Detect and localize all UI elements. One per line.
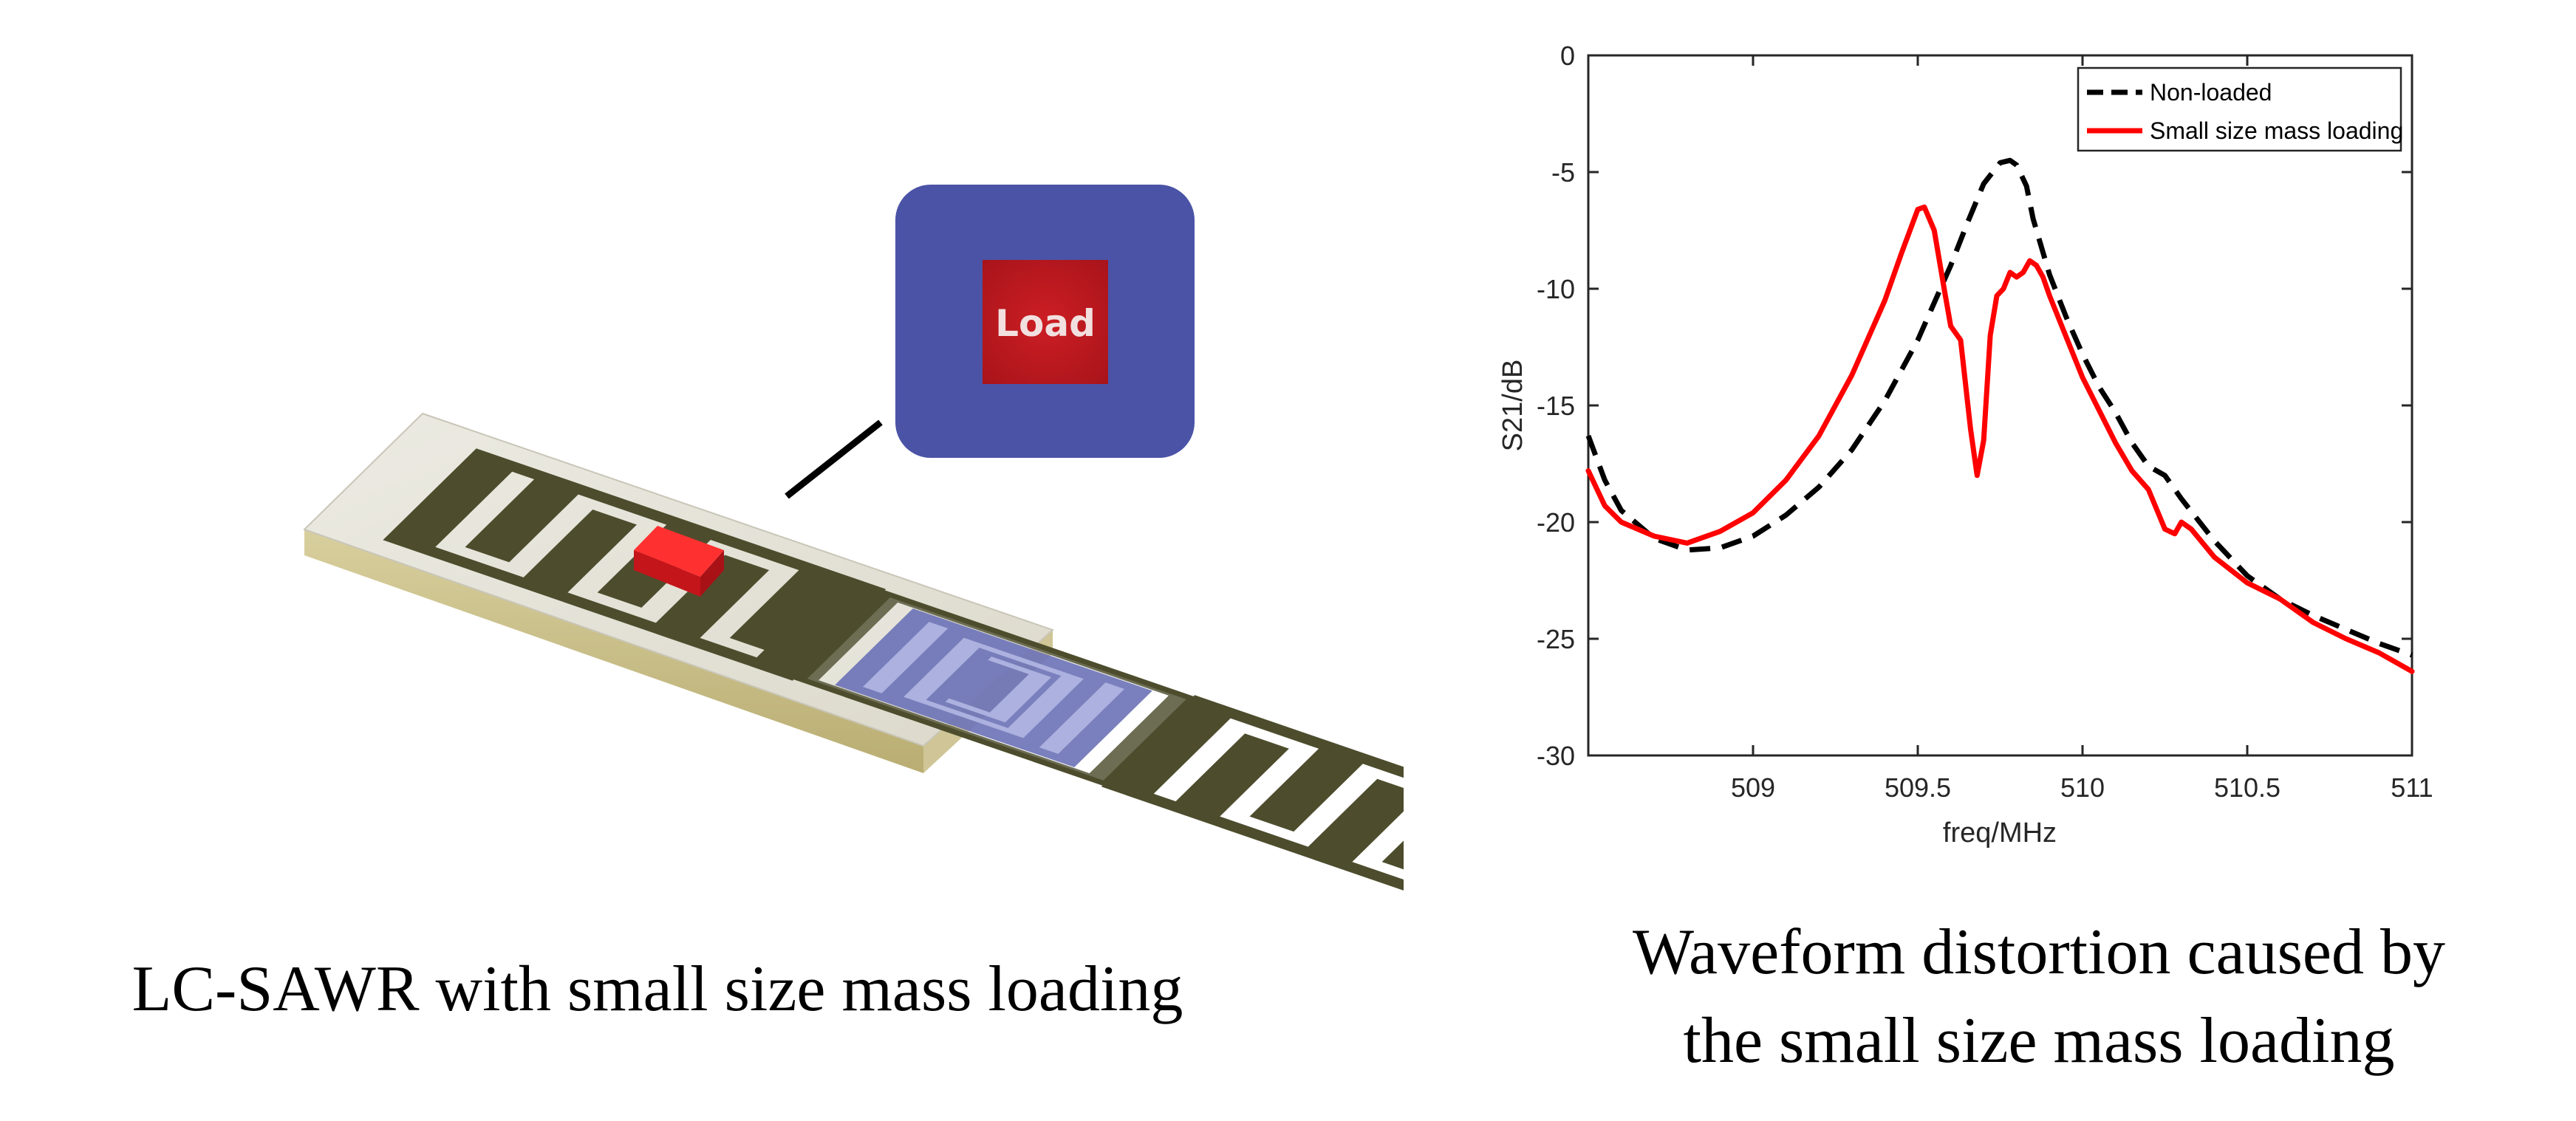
legend-label-non-loaded: Non-loaded — [2150, 79, 2272, 106]
s21-frequency-chart: 0 -5 -10 -15 -20 -25 -30 509 509.5 510 510.5 511 f… — [1404, 0, 2576, 923]
y-tick-label: -10 — [1537, 274, 1575, 304]
y-tick-label: -30 — [1537, 741, 1575, 771]
load-label: Load — [995, 302, 1096, 345]
y-tick-label: -25 — [1537, 624, 1575, 654]
y-tick-label: 0 — [1560, 41, 1575, 71]
x-tick-label: 510 — [2060, 772, 2105, 803]
load-callout: Load — [895, 185, 1195, 458]
y-tick-label: -15 — [1537, 391, 1575, 421]
legend: Non-loaded Small size mass loading — [2078, 68, 2403, 151]
x-tick-label: 510.5 — [2214, 772, 2281, 803]
y-tick-label: -5 — [1551, 157, 1575, 188]
x-tick-label: 509 — [1731, 772, 1775, 803]
right-caption: Waveform distortion caused by the small … — [1522, 908, 2556, 1086]
right-caption-line-2: the small size mass loading — [1522, 997, 2556, 1086]
x-tick-label: 511 — [2391, 772, 2433, 803]
left-caption: LC-SAWR with small size mass loading — [44, 949, 1271, 1030]
callout-leader-line — [787, 422, 881, 496]
y-tick-label: -20 — [1537, 507, 1575, 538]
y-axis-title: S21/dB — [1497, 360, 1528, 452]
right-caption-line-1: Waveform distortion caused by — [1522, 908, 2556, 997]
x-tick-label: 509.5 — [1885, 772, 1951, 803]
legend-label-mass-loading: Small size mass loading — [2150, 117, 2403, 144]
x-axis-title: freq/MHz — [1943, 817, 2057, 849]
